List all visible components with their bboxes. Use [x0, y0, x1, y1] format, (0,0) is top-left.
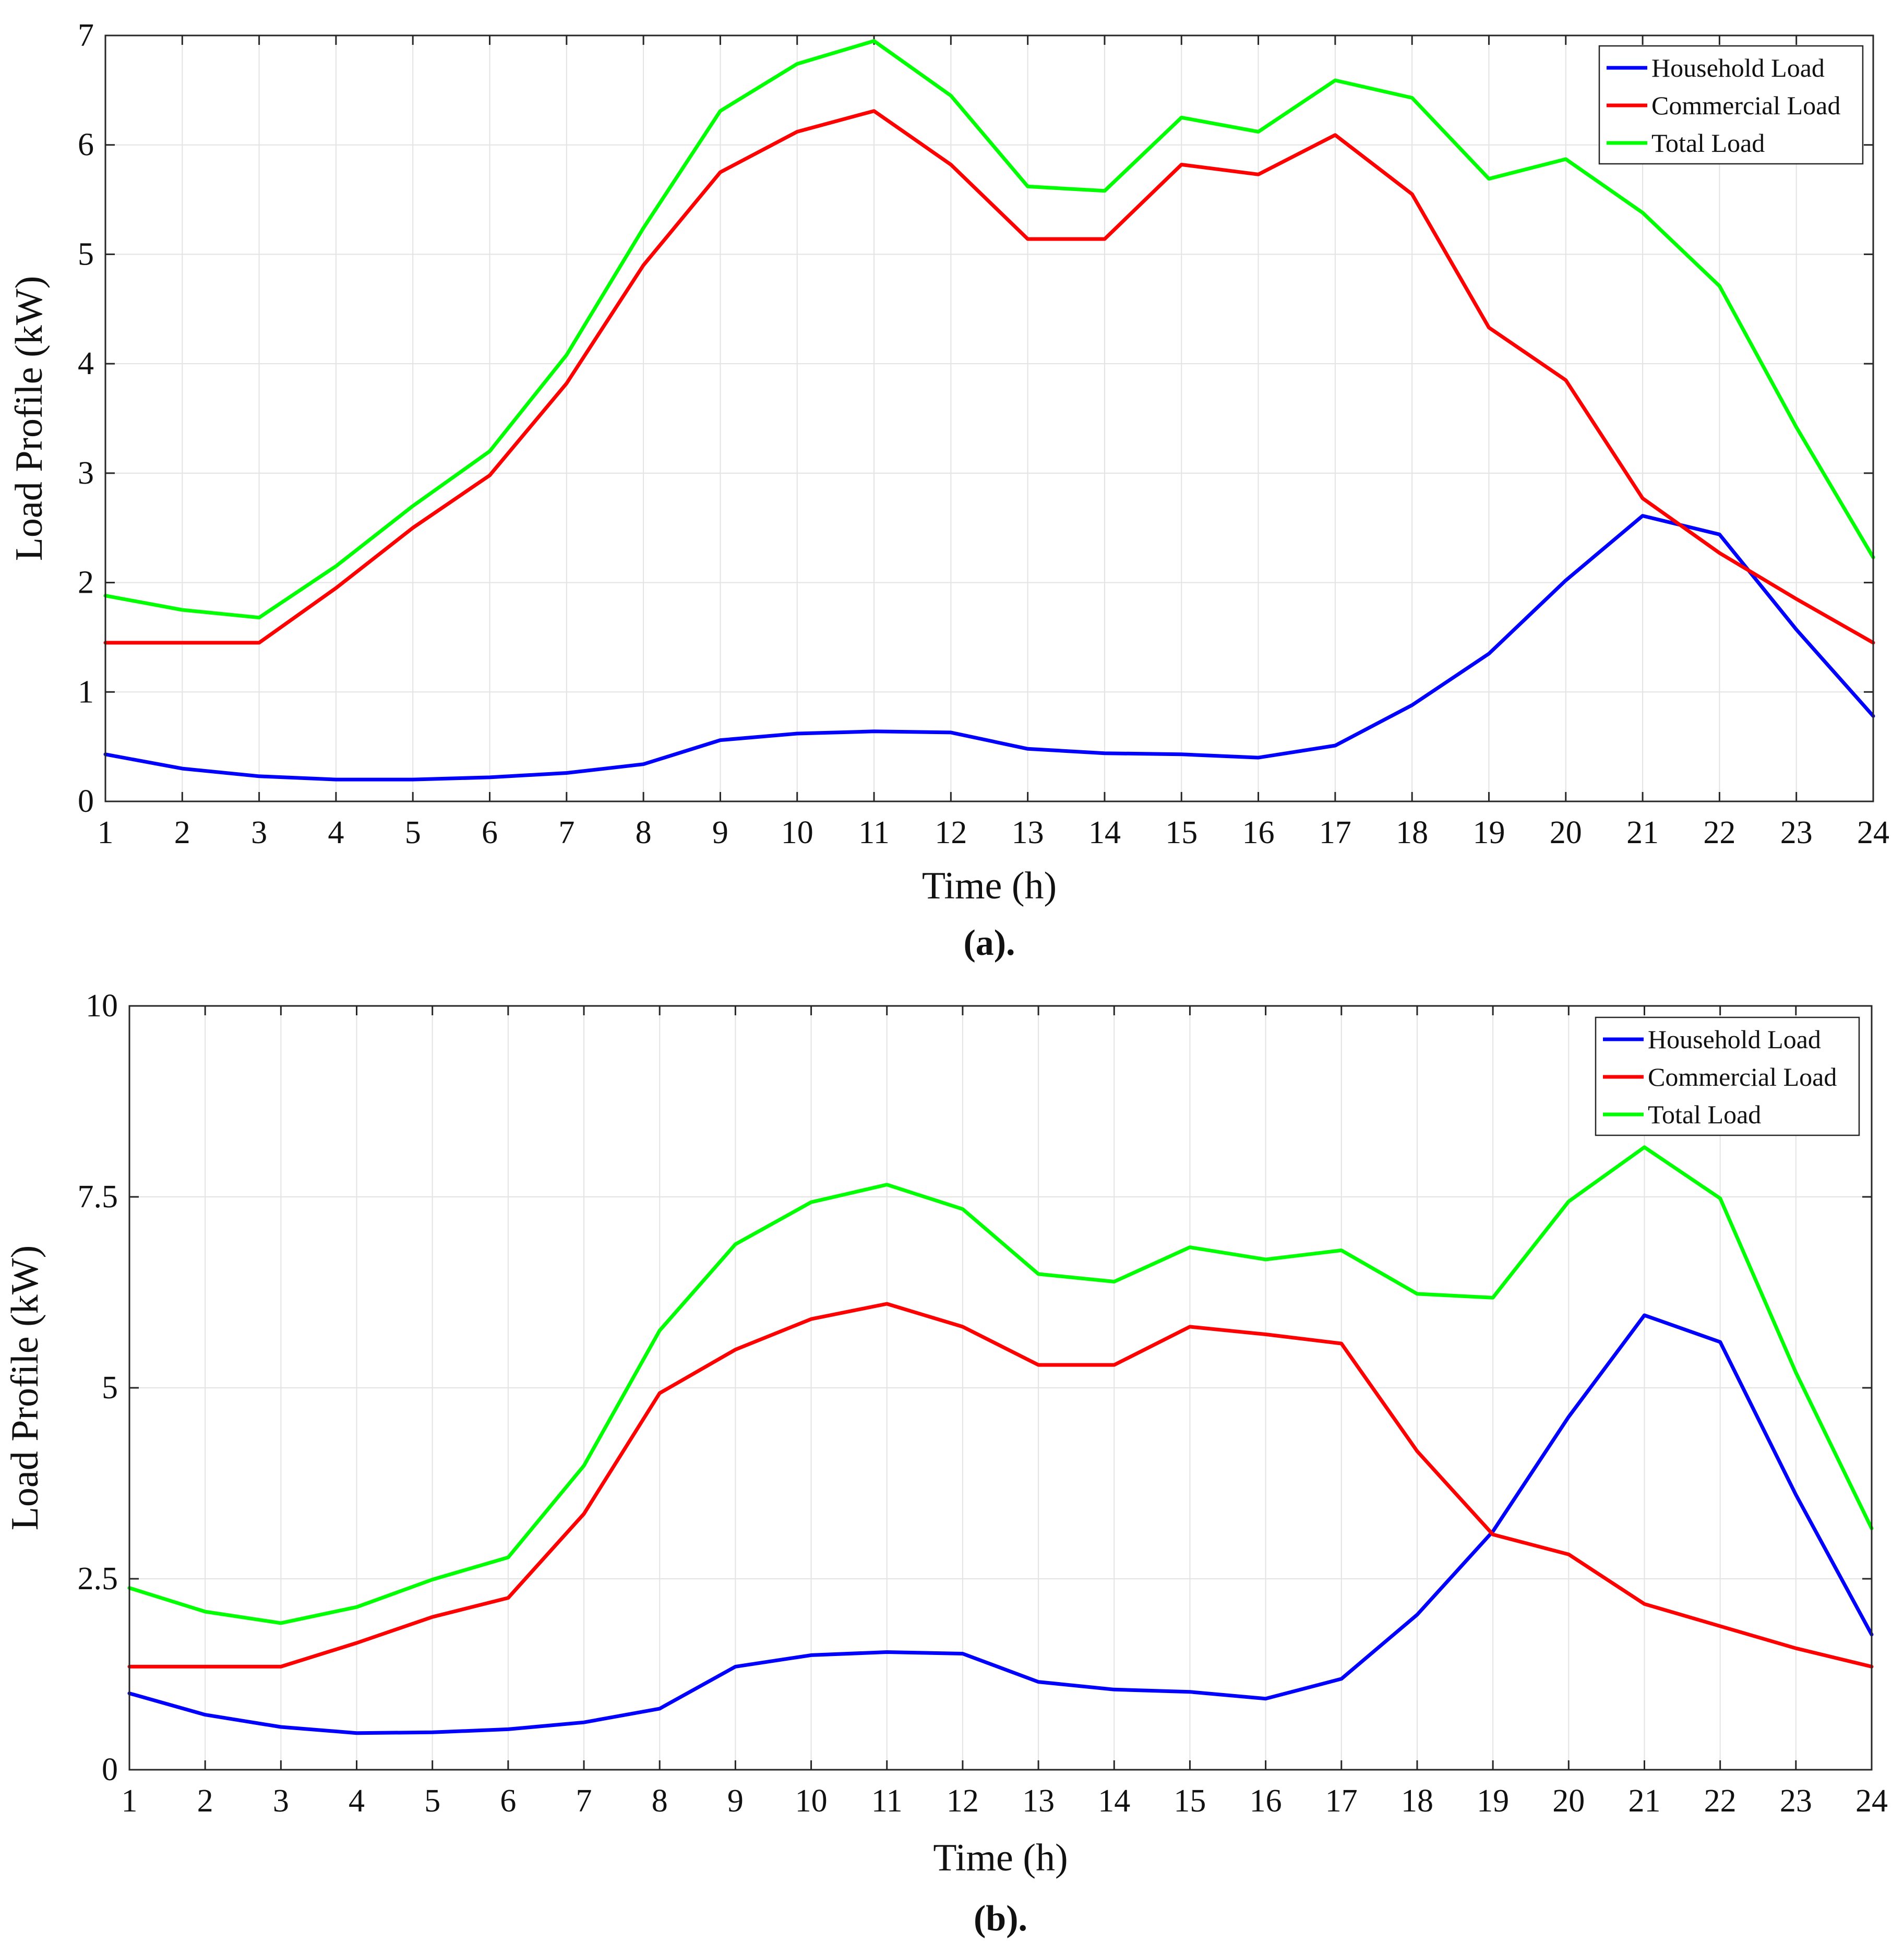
- chart-a: 1 2 3 4 5 6 7 8 9 10 11 12 13 14 15 16 17 18 19 20 21 22 23 240…: [8, 18, 1889, 963]
- x-tick-label: 4: [349, 1783, 365, 1819]
- plot-frame: [104, 34, 1874, 802]
- series-line-household-load: [127, 1313, 1874, 1735]
- x-tick-label: 16: [1250, 1783, 1282, 1819]
- x-tick-label: 24: [1857, 815, 1889, 850]
- series-line-commercial-load: [127, 1302, 1874, 1669]
- x-tick-label: 21: [1628, 1783, 1660, 1819]
- x-tick-label: 20: [1552, 1783, 1585, 1819]
- x-tick-label: 14: [1088, 815, 1121, 850]
- x-tick-label: 10: [795, 1783, 828, 1819]
- x-tick-label: 21: [1626, 815, 1659, 850]
- x-tick-label: 11: [858, 815, 890, 850]
- y-axis-label: Load Profile (kW): [8, 276, 51, 561]
- x-tick-label: 18: [1401, 1783, 1433, 1819]
- legend-label-household-load: Household Load: [1648, 1025, 1821, 1054]
- x-tick-label: 12: [935, 815, 967, 850]
- x-tick-label: 5: [424, 1783, 440, 1819]
- series-line-total-load: [127, 1145, 1874, 1625]
- legend-label-total-load: Total Load: [1648, 1100, 1761, 1129]
- x-tick-label: 13: [1022, 1783, 1055, 1819]
- series-line-total-load: [103, 39, 1875, 620]
- x-tick-label: 3: [251, 815, 267, 850]
- series-line-commercial-load: [103, 109, 1875, 645]
- y-axis-label: Load Profile (kW): [4, 1245, 46, 1531]
- x-tick-label: 11: [871, 1783, 903, 1819]
- x-tick-label: 23: [1780, 1783, 1812, 1819]
- x-tick-label: 16: [1242, 815, 1275, 850]
- x-tick-label: 15: [1173, 1783, 1206, 1819]
- x-tick-label: 9: [727, 1783, 744, 1819]
- x-tick-label: 17: [1325, 1783, 1358, 1819]
- x-tick-label: 10: [781, 815, 813, 850]
- x-tick-label: 6: [500, 1783, 516, 1819]
- x-tick-label: 2: [197, 1783, 213, 1819]
- chart-caption: (a).: [963, 923, 1015, 963]
- x-tick-label: 22: [1704, 1783, 1737, 1819]
- y-tick-label: 2.5: [78, 1561, 118, 1597]
- series-line-household-load: [103, 514, 1875, 782]
- x-tick-label: 23: [1780, 815, 1813, 850]
- y-tick-label: 7.5: [78, 1179, 118, 1215]
- y-tick-label: 0: [78, 784, 94, 819]
- x-tick-label: 1: [122, 1783, 138, 1819]
- y-tick-label: 5: [102, 1370, 118, 1406]
- y-tick-label: 4: [78, 346, 94, 381]
- y-tick-label: 3: [78, 455, 94, 491]
- plot-area: [105, 35, 1873, 801]
- x-tick-label: 13: [1012, 815, 1044, 850]
- y-tick-label: 7: [78, 18, 94, 53]
- x-tick-label: 4: [328, 815, 344, 850]
- y-tick-label: 2: [78, 565, 94, 601]
- y-tick-label: 0: [102, 1752, 118, 1787]
- legend: Household Load Commercial Load Total Load: [1595, 1016, 1860, 1136]
- x-tick-label: 14: [1098, 1783, 1130, 1819]
- x-tick-label: 6: [482, 815, 498, 850]
- x-tick-label: 22: [1703, 815, 1735, 850]
- x-tick-label: 24: [1855, 1783, 1888, 1819]
- x-tick-label: 3: [273, 1783, 289, 1819]
- legend-label-commercial-load: Commercial Load: [1648, 1062, 1837, 1091]
- x-tick-label: 8: [636, 815, 652, 850]
- x-axis-label: Time (h): [922, 865, 1057, 907]
- x-tick-label: 5: [405, 815, 421, 850]
- x-tick-label: 7: [576, 1783, 592, 1819]
- x-tick-label: 2: [174, 815, 190, 850]
- x-axis-label: Time (h): [933, 1837, 1068, 1879]
- y-tick-label: 5: [78, 236, 94, 272]
- x-tick-label: 20: [1550, 815, 1582, 850]
- y-tick-label: 1: [78, 674, 94, 710]
- legend-label-commercial-load: Commercial Load: [1651, 91, 1840, 120]
- chart-b: 1 2 3 4 5 6 7 8 9 10 11 12 13 14 15 16 17 18 19 20 21 22 23 240…: [4, 988, 1888, 1939]
- legend-label-total-load: Total Load: [1651, 128, 1765, 158]
- x-tick-label: 9: [712, 815, 728, 850]
- plot-frame: [128, 1005, 1873, 1771]
- x-tick-label: 17: [1319, 815, 1351, 850]
- x-tick-label: 19: [1472, 815, 1505, 850]
- x-tick-label: 8: [652, 1783, 668, 1819]
- chart-caption: (b).: [974, 1899, 1027, 1939]
- x-tick-label: 1: [98, 815, 114, 850]
- x-tick-label: 12: [947, 1783, 979, 1819]
- y-tick-label: 6: [78, 127, 94, 163]
- legend: Household Load Commercial Load Total Load: [1598, 45, 1864, 165]
- x-tick-label: 19: [1477, 1783, 1509, 1819]
- x-tick-label: 15: [1165, 815, 1198, 850]
- x-tick-label: 18: [1396, 815, 1428, 850]
- legend-label-household-load: Household Load: [1651, 53, 1825, 82]
- x-tick-label: 7: [558, 815, 574, 850]
- y-tick-label: 10: [86, 988, 118, 1024]
